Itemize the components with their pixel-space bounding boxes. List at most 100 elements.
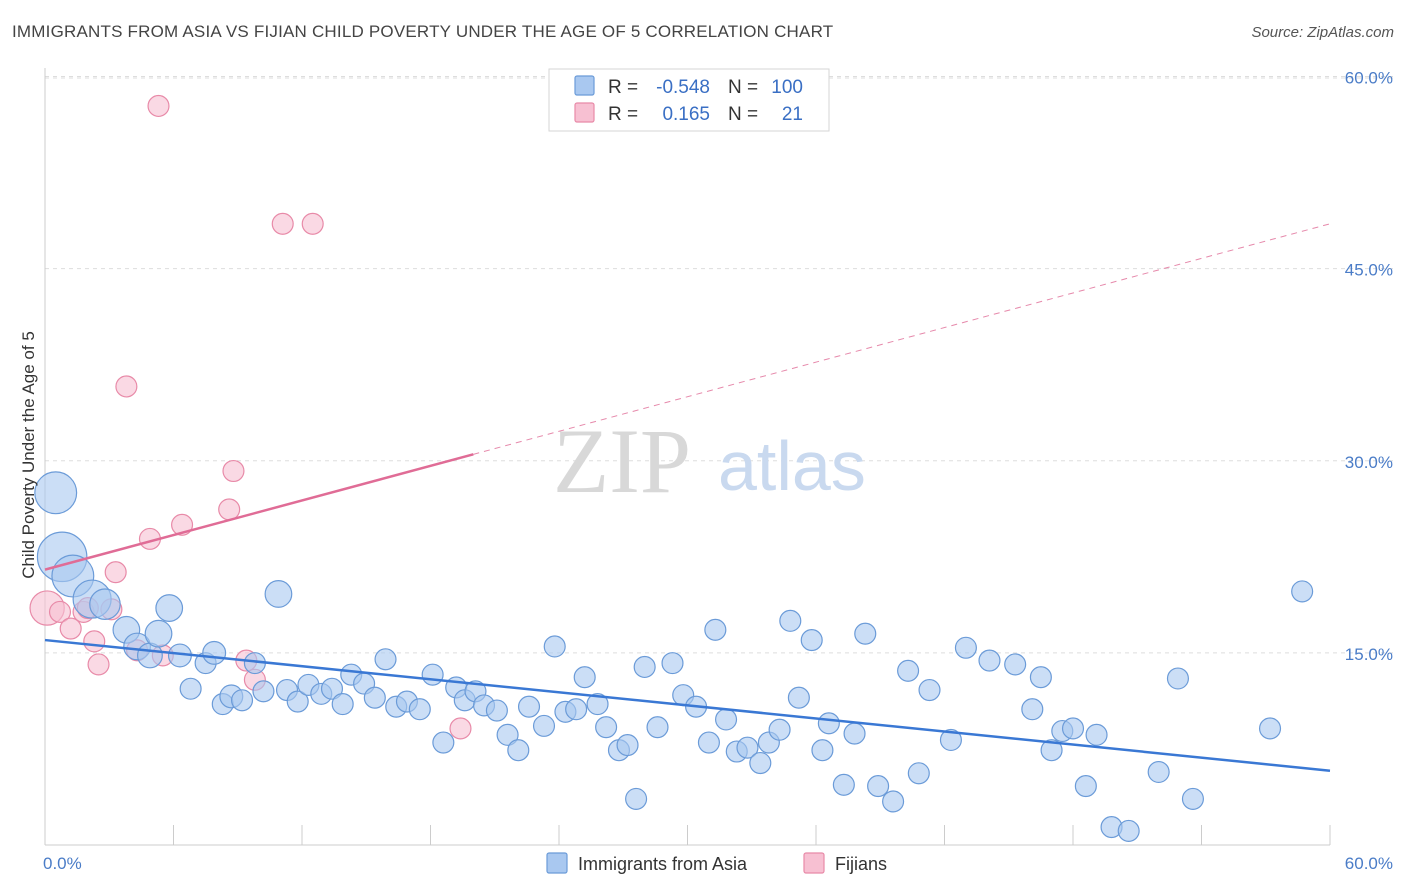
fijians-point-21 [449, 717, 472, 740]
asia-point-59 [704, 618, 727, 641]
asia-point-87 [1061, 717, 1085, 740]
asia-point-78 [918, 678, 941, 702]
axes [44, 68, 1331, 846]
asia-point-52 [625, 787, 648, 810]
asia-point-42 [517, 695, 541, 718]
asia-point-80 [954, 636, 977, 659]
asia-point-53 [633, 655, 656, 679]
asia-point-46 [565, 698, 588, 721]
asia-point-40 [496, 723, 519, 746]
chart-title: IMMIGRANTS FROM ASIA VS FIJIAN CHILD POV… [12, 22, 834, 41]
asia-point-16 [230, 689, 254, 712]
asia-point-0 [34, 471, 78, 515]
asia-point-48 [586, 693, 609, 716]
asia-point-62 [736, 736, 759, 759]
fijians-point-9 [115, 375, 138, 398]
asia-point-32 [408, 698, 431, 721]
asia-point-72 [843, 722, 866, 745]
asia-point-49 [595, 716, 618, 739]
asia-point-81 [978, 649, 1001, 672]
series-legend: Immigrants from Asia Fijians [546, 852, 887, 874]
asia-point-19 [264, 580, 293, 608]
asia-point-79 [939, 728, 962, 752]
trend-lines [44, 223, 1331, 772]
asia-trend-line [44, 638, 1331, 772]
asia-point-95 [1258, 717, 1282, 740]
legend-swatch-blue [574, 75, 595, 96]
asia-point-70 [817, 712, 840, 735]
series-legend-swatch-asia [546, 852, 568, 874]
chart-source: Source: ZipAtlas.com [1251, 24, 1394, 41]
asia-point-44 [543, 635, 566, 658]
asia-point-88 [1074, 775, 1097, 798]
asia-point-41 [507, 739, 530, 762]
asia-point-4 [89, 588, 121, 621]
asia-points [34, 471, 1314, 842]
legend-swatch-pink [574, 102, 595, 123]
asia-point-18 [252, 680, 275, 703]
asia-point-76 [897, 659, 920, 682]
asia-point-13 [202, 640, 227, 665]
asia-point-43 [532, 714, 556, 737]
fijians-point-16 [222, 459, 245, 483]
fijians-point-5 [83, 630, 106, 653]
watermark-atlas: atlas [718, 427, 866, 505]
fijians-point-19 [271, 212, 294, 235]
asia-point-93 [1166, 667, 1189, 690]
asia-point-55 [661, 652, 684, 675]
fijians-point-15 [218, 498, 241, 521]
grid-lines [45, 76, 1395, 654]
asia-point-91 [1117, 819, 1140, 842]
asia-point-11 [179, 677, 202, 700]
y-tick-label-3: 60.0% [1345, 69, 1393, 88]
asia-point-89 [1085, 723, 1108, 746]
asia-point-39 [485, 699, 508, 722]
legend-n-label-2: N = [728, 104, 758, 125]
asia-point-54 [646, 716, 669, 739]
asia-point-63 [749, 751, 772, 775]
asia-point-34 [432, 731, 455, 754]
fijians-point-20 [301, 212, 324, 235]
asia-point-66 [779, 609, 802, 632]
fijians-point-14 [171, 513, 194, 536]
x-tick-max: 60.0% [1345, 854, 1393, 873]
x-tick-min: 0.0% [43, 854, 82, 873]
fijians-points [29, 94, 472, 740]
legend-n-value-2: 21 [782, 104, 803, 125]
asia-point-65 [768, 718, 791, 741]
asia-point-47 [573, 666, 596, 689]
fijians-point-1 [48, 600, 72, 623]
legend-r-value-2: 0.165 [662, 104, 710, 125]
asia-point-68 [800, 629, 823, 652]
fijians-trend-line-dashed [473, 223, 1331, 455]
asia-point-83 [1021, 698, 1044, 721]
asia-point-51 [616, 734, 639, 757]
asia-point-21 [286, 690, 309, 713]
asia-point-71 [832, 773, 855, 796]
asia-point-29 [374, 648, 397, 671]
asia-point-33 [421, 663, 444, 686]
fijians-trend-line-solid [44, 453, 474, 571]
series-legend-label-fijians: Fijians [835, 854, 887, 874]
fijians-point-2 [59, 617, 82, 640]
y-tick-label-0: 15.0% [1345, 645, 1393, 664]
series-legend-label-asia: Immigrants from Asia [578, 854, 748, 874]
y-tick-labels: 15.0% 30.0% 45.0% 60.0% [1345, 69, 1393, 664]
legend-r-value-1: -0.548 [656, 77, 710, 98]
asia-point-85 [1040, 739, 1063, 762]
asia-point-75 [882, 790, 905, 813]
legend-n-label-1: N = [728, 77, 758, 98]
asia-point-58 [697, 731, 720, 754]
asia-point-9 [155, 594, 184, 622]
asia-point-25 [331, 693, 354, 716]
asia-point-69 [811, 739, 834, 762]
asia-point-96 [1291, 580, 1314, 603]
series-legend-swatch-fijians [803, 852, 825, 874]
asia-point-82 [1004, 653, 1027, 676]
legend-box [548, 68, 830, 132]
asia-point-67 [787, 686, 810, 709]
legend-r-label-1: R = [608, 77, 638, 98]
asia-point-60 [714, 708, 738, 731]
correlation-legend: R = -0.548 N = 100 R = 0.165 N = 21 [548, 68, 830, 132]
legend-r-label-2: R = [608, 104, 638, 125]
